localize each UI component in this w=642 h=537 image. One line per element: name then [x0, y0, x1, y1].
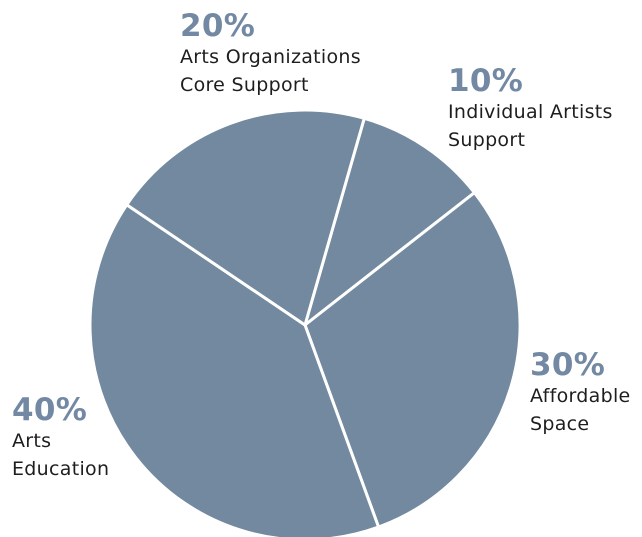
slice [125, 108, 366, 327]
slice-label: 40% Arts Education [12, 393, 112, 483]
slice [303, 191, 522, 529]
slice-label: 30% Affordable Space [530, 348, 640, 438]
value-label: 10% [448, 63, 524, 99]
value-label: 20% [180, 8, 256, 44]
slice-label: 20% Arts Organizations Core Support [180, 9, 380, 99]
value-label: 40% [12, 392, 88, 428]
slice-label: 10% Individual Artists Support [448, 64, 618, 154]
slice [88, 203, 381, 537]
value-label: 30% [530, 347, 606, 383]
category-label: Affordable Space [530, 385, 631, 435]
slice [303, 116, 476, 327]
category-label: Individual Artists Support [448, 101, 613, 151]
category-label: Arts Education [12, 430, 110, 480]
category-label: Arts Organizations Core Support [180, 46, 361, 96]
